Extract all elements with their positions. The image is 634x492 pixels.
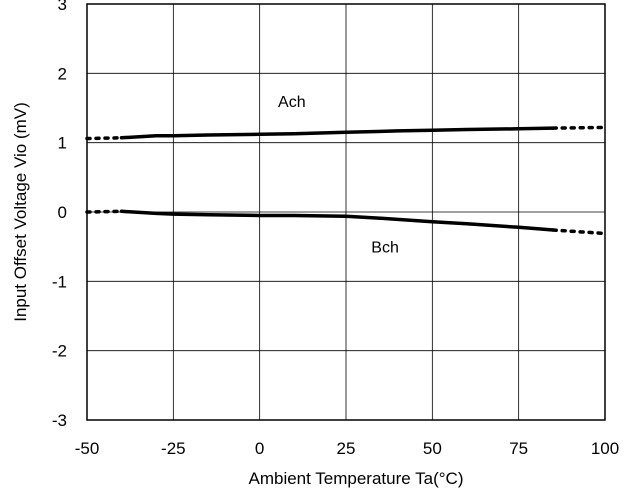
x-axis-label: Ambient Temperature Ta(°C) xyxy=(249,469,464,488)
y-tick-label: 1 xyxy=(58,134,67,153)
series-label: Ach xyxy=(278,94,306,111)
series-ach xyxy=(85,125,607,141)
series-line-dotted xyxy=(551,228,607,236)
series-labels: Ach Bch xyxy=(278,94,399,257)
y-tick-label: 3 xyxy=(58,0,67,14)
x-tick-label: 50 xyxy=(423,439,442,458)
series-line-dotted xyxy=(85,136,124,141)
series-layer xyxy=(85,125,607,236)
x-tick-label: -50 xyxy=(75,439,100,458)
grid xyxy=(87,4,605,420)
y-tick-label: -2 xyxy=(52,342,67,361)
y-tick-label: 2 xyxy=(58,64,67,83)
series-label: Bch xyxy=(371,240,399,257)
x-tick-label: 75 xyxy=(509,439,528,458)
y-tick-label: -1 xyxy=(52,272,67,291)
series-line-solid xyxy=(119,126,555,140)
series-bch xyxy=(85,209,607,236)
y-axis-label: Input Offset Voltage Vio (mV) xyxy=(11,102,30,322)
series-line-dotted xyxy=(85,209,124,214)
x-tick-label: 0 xyxy=(255,439,264,458)
x-tick-label: 25 xyxy=(337,439,356,458)
x-tick-label: -25 xyxy=(161,439,186,458)
x-tick-label: 100 xyxy=(591,439,619,458)
series-line-dotted xyxy=(551,125,607,130)
y-tick-label: 0 xyxy=(58,203,67,222)
series-line-solid xyxy=(119,209,555,232)
y-tick-label: -3 xyxy=(52,411,67,430)
tick-labels: -50 -25 0 25 50 75 100 -3 -2 -1 0 1 2 3 xyxy=(52,0,619,458)
